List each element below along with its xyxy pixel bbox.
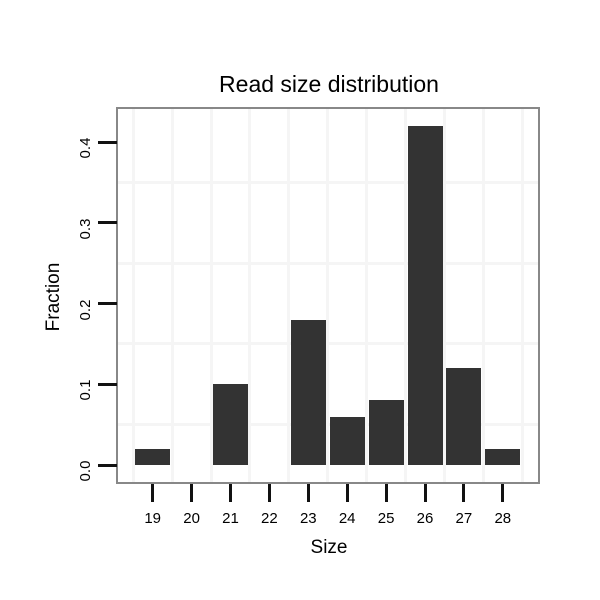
x-axis-title: Size [310,537,348,558]
x-axis-tick [384,484,388,502]
x-tick-label: 23 [299,510,317,527]
y-axis-tick [98,302,117,306]
x-tick-label: 21 [222,510,239,527]
x-tick-label: 22 [261,510,278,527]
bar-size-28 [485,448,521,465]
minor-gridline-horizontal [118,342,538,346]
minor-gridline-vertical [404,109,408,482]
bar-size-27 [446,368,482,465]
x-tick-label: 27 [455,510,473,527]
minor-gridline-vertical [442,109,446,482]
minor-gridline-horizontal [118,423,538,427]
minor-gridline-horizontal [118,261,538,265]
x-axis-tick [190,484,194,502]
plot-panel [116,107,540,484]
y-tick-label: 0.3 [77,218,94,240]
x-tick-label: 26 [416,510,434,527]
x-axis-tick [345,484,349,502]
x-tick-label: 20 [183,510,200,527]
minor-gridline-vertical [131,109,135,482]
bar-size-19 [135,448,171,465]
x-axis-tick [151,484,155,502]
x-tick-label: 25 [377,510,395,527]
bar-size-23 [290,319,326,465]
x-axis-tick [267,484,271,502]
minor-gridline-vertical [287,109,291,482]
y-axis-title: Fraction [43,262,64,332]
minor-gridline-vertical [481,109,485,482]
x-axis-tick [462,484,466,502]
minor-gridline-vertical [365,109,369,482]
y-tick-label: 0.4 [77,137,94,159]
x-axis-tick [229,484,232,502]
minor-gridline-vertical [170,109,174,482]
bar-size-26 [407,126,443,465]
bar-size-25 [368,400,404,465]
x-tick-label: 19 [144,510,162,527]
y-axis-tick [98,382,117,386]
y-axis-tick [98,140,117,144]
chart-title: Read size distribution [219,71,439,97]
minor-gridline-horizontal [118,181,538,185]
minor-gridline-vertical [248,109,252,482]
minor-gridline-vertical [209,109,213,482]
x-tick-label: 24 [338,510,356,527]
bar-size-24 [329,416,365,465]
y-tick-label: 0.1 [77,379,94,401]
bar-size-21 [213,384,248,465]
x-axis-tick [306,484,310,502]
minor-gridline-vertical [520,109,524,482]
x-axis-tick [423,484,427,502]
x-tick-label: 28 [494,510,512,527]
minor-gridline-vertical [326,109,330,482]
y-tick-label: 0.0 [77,460,94,482]
y-axis-tick [98,463,117,467]
x-axis-tick [501,484,505,502]
y-axis-tick [98,221,117,225]
y-tick-label: 0.2 [77,299,94,321]
